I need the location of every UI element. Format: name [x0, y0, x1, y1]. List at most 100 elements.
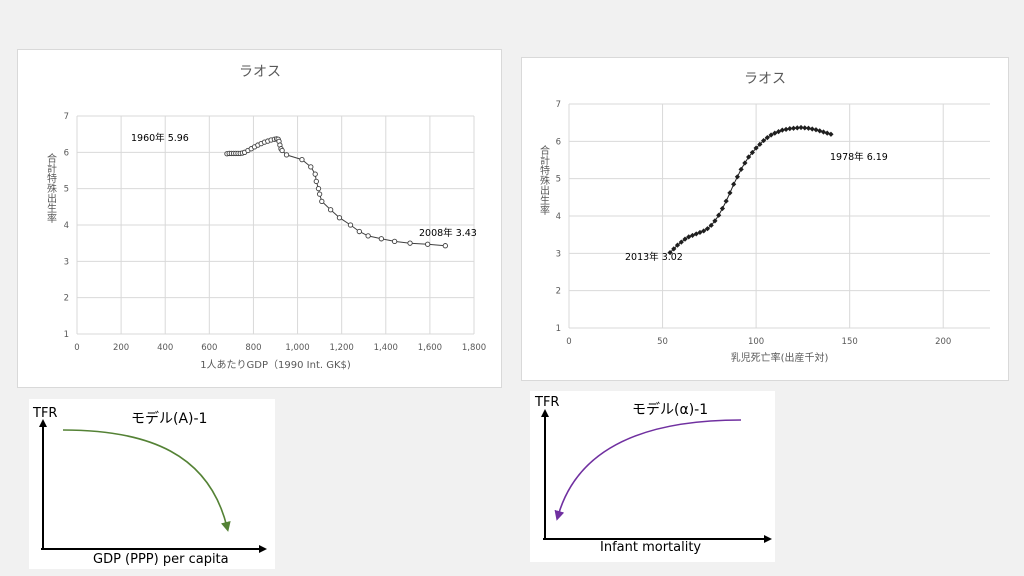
data-point: [723, 198, 729, 204]
x-axis-label: 乳児死亡率(出産千対): [731, 351, 829, 364]
chart-panel-gdp: ラオス 0 200 400 600 800 1,000 1,200 1,400 1,600 1,80…: [17, 49, 502, 388]
model-a-xlabel: GDP (PPP) per capita: [93, 552, 229, 567]
x-tick-label: 1,200: [329, 343, 353, 353]
y-tick-label: 6: [64, 148, 69, 158]
y-tick-label: 7: [556, 100, 561, 110]
y-tick-label: 3: [556, 249, 561, 259]
data-point: [738, 166, 744, 172]
model-a-panel: TFR モデル(A)-1 GDP (PPP) per capita: [29, 399, 275, 569]
gdp-tfr-chart: ラオス 0 200 400 600 800 1,000 1,200 1,400 1,600 1,80…: [45, 64, 487, 371]
y-tick-label: 6: [556, 137, 561, 147]
y-axis-label: 合計特殊出生率: [538, 144, 550, 216]
data-point: [316, 191, 323, 197]
data-point: [813, 127, 819, 133]
series-line: [226, 138, 446, 247]
model-alpha-panel: TFR モデル(α)-1 Infant mortality: [530, 391, 775, 562]
x-tick-label: 50: [657, 337, 668, 347]
y-tick-label: 4: [556, 212, 561, 222]
data-point: [824, 130, 830, 136]
data-point: [704, 226, 711, 232]
data-point: [731, 181, 737, 187]
x-tick-label: 1,400: [374, 343, 398, 353]
model-alpha-curve: [554, 419, 742, 521]
y-tick-label: 2: [556, 287, 561, 297]
chart-panel-infant-mortality: ラオス 0 50 100 150 200 1 2 3 4 5 6 7 乳児死亡率(出産千対) 合計特殊出生率…: [521, 57, 1009, 381]
data-point: [425, 241, 431, 247]
x-tick-label: 100: [748, 337, 764, 347]
data-point: [365, 233, 371, 239]
y-tick-label: 7: [64, 112, 69, 122]
data-point: [749, 149, 755, 156]
y-tick-label: 5: [556, 175, 561, 185]
data-point: [308, 164, 314, 170]
model-a-ylabel: TFR: [32, 406, 57, 421]
data-annotation: 1960年 5.96: [131, 132, 189, 144]
data-point: [802, 125, 808, 131]
data-point: [671, 246, 677, 252]
infant-mortality-tfr-chart: ラオス 0 50 100 150 200 1 2 3 4 5 6 7 乳児死亡率(出産千対) 合計特殊出生率…: [538, 71, 990, 364]
data-point: [764, 135, 770, 141]
data-point: [312, 171, 318, 177]
data-point: [315, 186, 322, 192]
data-point: [809, 126, 815, 132]
x-tick-label: 800: [245, 343, 261, 353]
data-point: [757, 141, 763, 147]
data-point: [798, 124, 804, 131]
model-alpha-xlabel: Infant mortality: [600, 540, 701, 555]
y-tick-label: 5: [64, 185, 69, 195]
x-tick-label: 400: [157, 343, 173, 353]
chart-title: ラオス: [744, 71, 786, 87]
model-a-curve: [62, 429, 231, 532]
model-alpha-title: モデル(α)-1: [632, 401, 708, 418]
data-point: [775, 129, 782, 135]
data-point: [319, 198, 325, 205]
data-point: [678, 239, 684, 245]
data-point: [742, 160, 748, 166]
data-point: [391, 238, 398, 245]
y-axis-label: 合計特殊出生率: [45, 152, 57, 224]
y-tick-label: 1: [64, 330, 69, 340]
x-tick-label: 200: [935, 337, 951, 347]
x-tick-label: 1,800: [462, 343, 486, 353]
data-annotation: 2013年 3.02: [625, 251, 683, 263]
data-point: [783, 126, 789, 132]
y-tick-label: 1: [556, 324, 561, 334]
x-tick-label: 1,600: [418, 343, 442, 353]
data-annotation: 1978年 6.19: [830, 151, 888, 163]
model-alpha-diagram: TFR モデル(α)-1 Infant mortality: [534, 395, 772, 555]
data-point: [727, 190, 733, 196]
x-tick-label: 0: [566, 337, 571, 347]
x-tick-label: 0: [74, 343, 79, 353]
x-axis-label: 1人あたりGDP（1990 Int. GK$): [200, 359, 351, 371]
data-point: [712, 218, 718, 224]
data-point: [686, 234, 692, 240]
data-point: [347, 222, 354, 228]
data-point: [279, 147, 285, 154]
data-point: [787, 126, 793, 132]
data-point: [779, 127, 785, 133]
data-point: [716, 212, 722, 218]
data-point: [805, 125, 812, 131]
model-a-title: モデル(A)-1: [131, 410, 207, 427]
data-point: [327, 207, 334, 213]
data-point: [719, 205, 726, 212]
x-tick-label: 150: [842, 337, 858, 347]
data-point: [378, 236, 385, 242]
data-point: [828, 131, 834, 137]
data-point: [336, 215, 343, 221]
data-point: [283, 152, 290, 158]
chart-title: ラオス: [239, 64, 281, 80]
data-point: [407, 240, 413, 246]
data-point: [689, 232, 696, 239]
data-point: [442, 243, 448, 249]
data-point: [299, 156, 305, 163]
y-tick-label: 4: [64, 221, 69, 231]
data-point: [820, 129, 827, 135]
model-alpha-ylabel: TFR: [534, 395, 559, 410]
y-tick-label: 3: [64, 257, 69, 267]
data-point: [817, 128, 823, 134]
model-a-diagram: TFR モデル(A)-1 GDP (PPP) per capita: [32, 406, 267, 567]
x-tick-label: 600: [201, 343, 217, 353]
data-point: [313, 178, 319, 185]
